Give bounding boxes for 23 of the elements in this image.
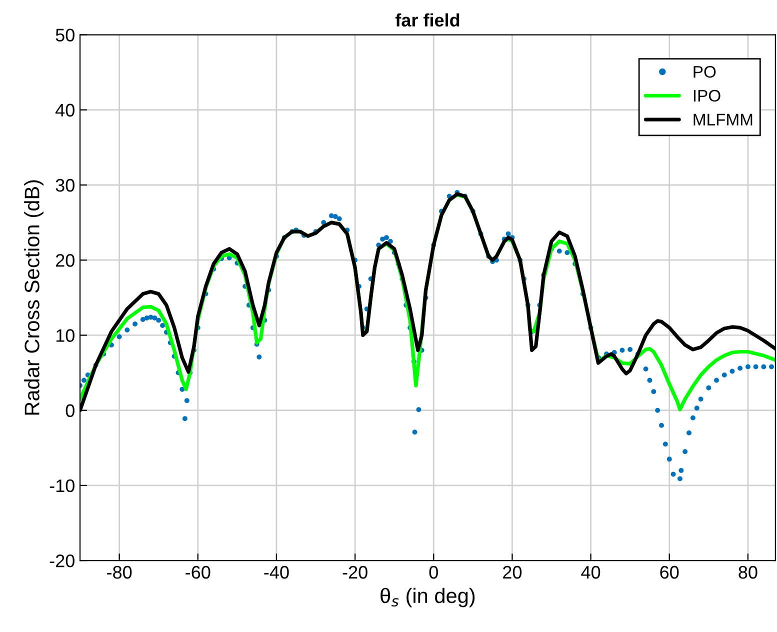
y-axis-title: Radar Cross Section (dB) (24, 180, 44, 415)
y-tick-label: 40 (56, 104, 74, 117)
x-tick-label: -40 (264, 566, 289, 579)
x-axis-title: θ$_{s}$ (in deg) (380, 588, 475, 608)
y-tick-label: 0 (66, 404, 74, 418)
x-tick-label: 40 (581, 566, 600, 579)
y-tick-label: 10 (56, 329, 74, 342)
x-tick-label: 60 (660, 566, 679, 579)
y-tick-label: 30 (56, 178, 74, 192)
y-tick-label: -20 (50, 554, 74, 568)
x-tick-label: -80 (107, 566, 132, 579)
y-tick-label: -10 (50, 479, 74, 492)
legend-label: IPO (694, 90, 720, 102)
x-tick-label: 20 (503, 566, 522, 579)
y-tick-label: 50 (56, 28, 74, 42)
legend-label: MLFMM (694, 114, 752, 126)
chart-title: far field (395, 13, 460, 27)
x-tick-label: -20 (342, 566, 368, 579)
x-tick-label: 0 (429, 566, 438, 579)
legend-label: PO (694, 66, 716, 78)
y-tick-label: 20 (56, 254, 74, 267)
x-tick-label: -60 (186, 566, 210, 579)
x-tick-label: 80 (738, 566, 758, 579)
